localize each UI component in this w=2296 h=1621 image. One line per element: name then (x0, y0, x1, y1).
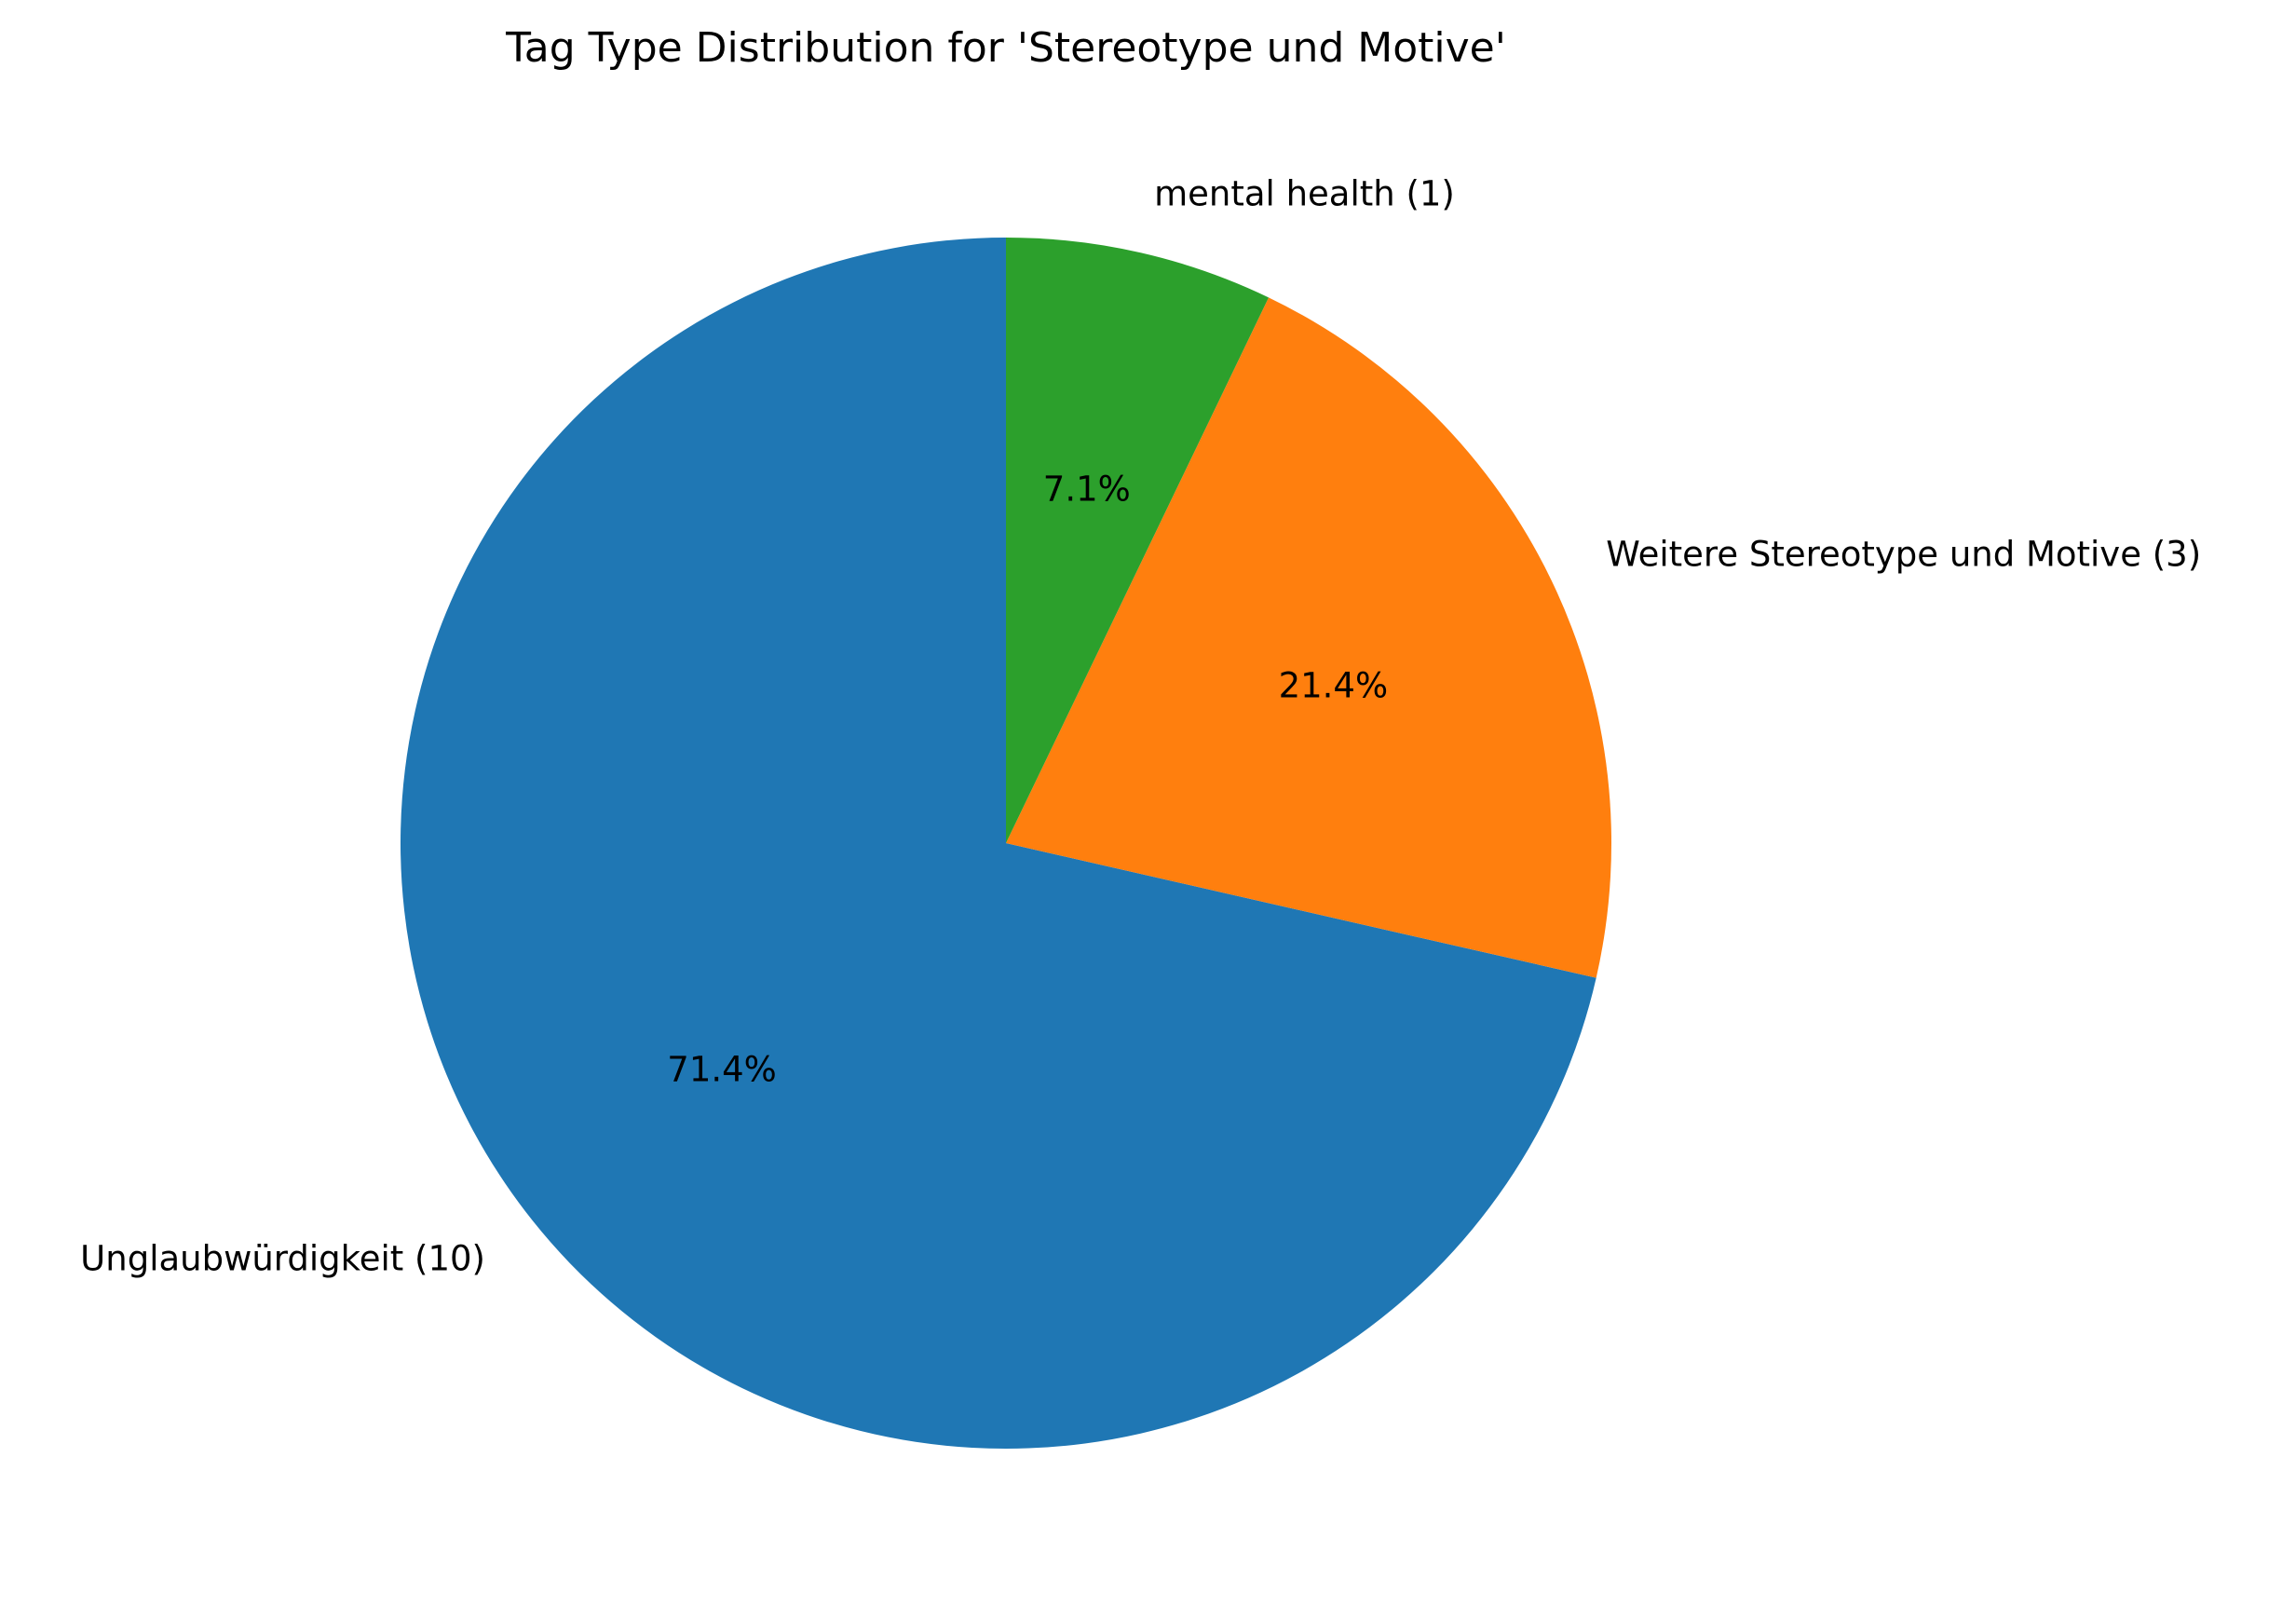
pie-slices (401, 238, 1611, 1449)
slice-label-2: Weitere Stereotype und Motive (3) (1606, 534, 2201, 574)
percent-label-2: 21.4% (1279, 665, 1389, 705)
percent-label-1: 71.4% (667, 1050, 777, 1090)
chart-title: Tag Type Distribution for 'Stereotype un… (505, 24, 1506, 72)
slice-label-1: Unglaubwürdigkeit (10) (80, 1238, 485, 1278)
slice-label-3: mental health (1) (1154, 173, 1455, 213)
percent-label-3: 7.1% (1043, 469, 1131, 509)
